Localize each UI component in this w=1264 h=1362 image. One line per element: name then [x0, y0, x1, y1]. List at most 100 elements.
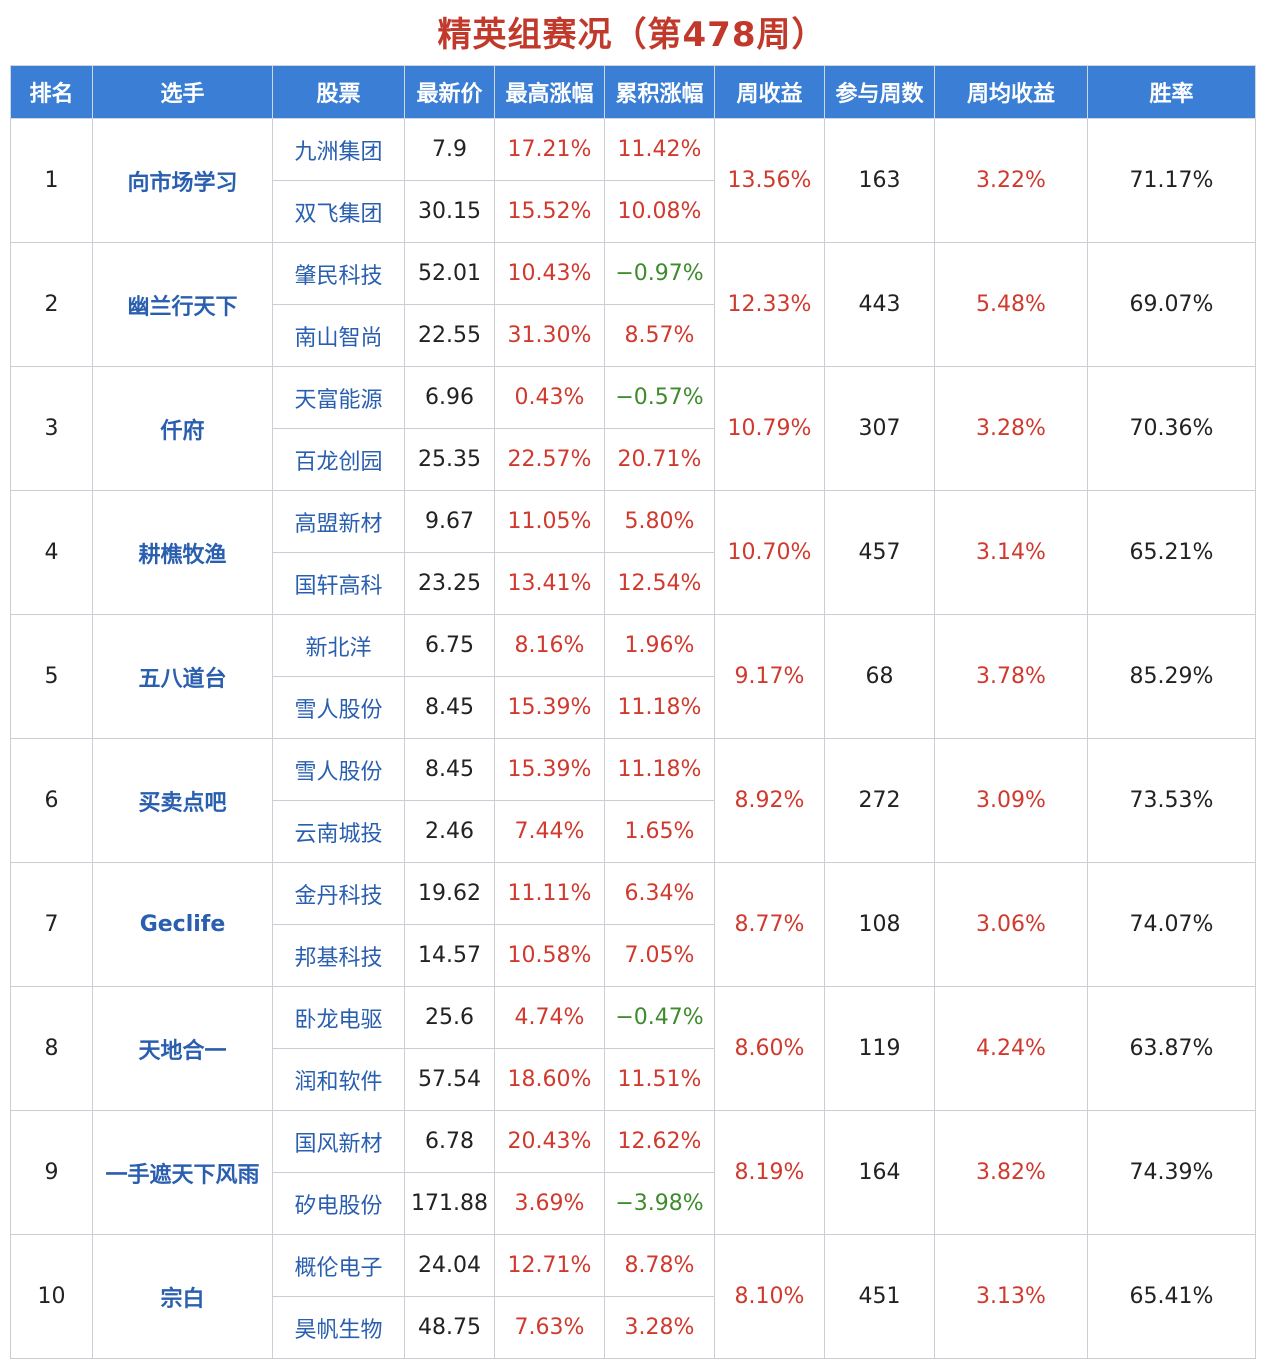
player-link[interactable]: 一手遮天下风雨: [92, 1110, 273, 1235]
win-rate-cell: 65.41%: [1087, 1234, 1256, 1359]
player-link[interactable]: Geclife: [92, 862, 273, 987]
price-cell: 2.46: [404, 800, 495, 863]
win-rate-cell: 69.07%: [1087, 242, 1256, 367]
stock-link[interactable]: 天富能源: [272, 366, 405, 429]
stock-link[interactable]: 雪人股份: [272, 738, 405, 801]
avg-return-cell: 5.48%: [934, 242, 1088, 367]
table-row: 昊帆生物 48.75 7.63% 3.28%: [11, 1296, 1256, 1359]
stock-link[interactable]: 润和软件: [272, 1048, 405, 1111]
player-link[interactable]: 向市场学习: [92, 118, 273, 243]
table-row: 国轩高科 23.25 13.41% 12.54%: [11, 552, 1256, 615]
stock-link[interactable]: 雪人股份: [272, 676, 405, 739]
rank-cell: 9: [10, 1110, 93, 1235]
avg-return-cell: 3.22%: [934, 118, 1088, 243]
stock-link[interactable]: 百龙创园: [272, 428, 405, 491]
header-weeks: 参与周数: [824, 65, 935, 119]
rank-cell: 1: [10, 118, 93, 243]
cum-gain-cell: 20.71%: [604, 428, 715, 491]
cum-gain-cell: 11.42%: [604, 118, 715, 181]
win-rate-cell: 65.21%: [1087, 490, 1256, 615]
stock-link[interactable]: 卧龙电驱: [272, 986, 405, 1049]
price-cell: 19.62: [404, 862, 495, 925]
player-link[interactable]: 宗白: [92, 1234, 273, 1359]
max-gain-cell: 7.63%: [494, 1296, 605, 1359]
avg-return-cell: 3.06%: [934, 862, 1088, 987]
weeks-cell: 119: [824, 986, 935, 1111]
weeks-cell: 164: [824, 1110, 935, 1235]
win-rate-cell: 71.17%: [1087, 118, 1256, 243]
avg-return-cell: 3.09%: [934, 738, 1088, 863]
cum-gain-cell: 6.34%: [604, 862, 715, 925]
max-gain-cell: 15.39%: [494, 738, 605, 801]
avg-return-cell: 3.28%: [934, 366, 1088, 491]
max-gain-cell: 15.39%: [494, 676, 605, 739]
price-cell: 171.88: [404, 1172, 495, 1235]
price-cell: 8.45: [404, 676, 495, 739]
ranking-table: 排名 选手 股票 最新价 最高涨幅 累积涨幅 周收益 参与周数 周均收益 胜率 …: [10, 65, 1256, 1359]
stock-link[interactable]: 邦基科技: [272, 924, 405, 987]
weeks-cell: 451: [824, 1234, 935, 1359]
table-row: 5 五八道台 新北洋 6.75 8.16% 1.96% 9.17% 68 3.78% 85.29%: [10, 614, 1256, 739]
price-cell: 48.75: [404, 1296, 495, 1359]
rank-cell: 5: [10, 614, 93, 739]
cum-gain-cell: 7.05%: [604, 924, 715, 987]
stock-link[interactable]: 昊帆生物: [272, 1296, 405, 1359]
price-cell: 23.25: [404, 552, 495, 615]
cum-gain-cell: 5.80%: [604, 490, 715, 553]
weekly-return-cell: 8.10%: [714, 1234, 825, 1359]
player-link[interactable]: 五八道台: [92, 614, 273, 739]
weeks-cell: 457: [824, 490, 935, 615]
stock-link[interactable]: 云南城投: [272, 800, 405, 863]
price-cell: 7.9: [404, 118, 495, 181]
player-link[interactable]: 耕樵牧渔: [92, 490, 273, 615]
cum-gain-cell: −3.98%: [604, 1172, 715, 1235]
stock-link[interactable]: 矽电股份: [272, 1172, 405, 1235]
player-link[interactable]: 仟府: [92, 366, 273, 491]
table-row: 3 仟府 天富能源 6.96 0.43% −0.57% 10.79% 307 3.28% 70.3…: [10, 366, 1256, 491]
max-gain-cell: 18.60%: [494, 1048, 605, 1111]
table-row: 雪人股份 8.45 15.39% 11.18%: [11, 676, 1256, 739]
weekly-return-cell: 8.77%: [714, 862, 825, 987]
stock-link[interactable]: 南山智尚: [272, 304, 405, 367]
stock-link[interactable]: 概伦电子: [272, 1234, 405, 1297]
player-link[interactable]: 买卖点吧: [92, 738, 273, 863]
table-row: 百龙创园 25.35 22.57% 20.71%: [11, 428, 1256, 491]
win-rate-cell: 85.29%: [1087, 614, 1256, 739]
header-cum-gain: 累积涨幅: [604, 65, 715, 119]
stock-link[interactable]: 新北洋: [272, 614, 405, 677]
price-cell: 30.15: [404, 180, 495, 243]
price-cell: 9.67: [404, 490, 495, 553]
cum-gain-cell: 8.78%: [604, 1234, 715, 1297]
cum-gain-cell: 11.51%: [604, 1048, 715, 1111]
avg-return-cell: 3.78%: [934, 614, 1088, 739]
stock-link[interactable]: 肇民科技: [272, 242, 405, 305]
cum-gain-cell: 11.18%: [604, 676, 715, 739]
player-link[interactable]: 幽兰行天下: [92, 242, 273, 367]
table-row: 矽电股份 171.88 3.69% −3.98%: [11, 1172, 1256, 1235]
stock-link[interactable]: 九洲集团: [272, 118, 405, 181]
max-gain-cell: 11.05%: [494, 490, 605, 553]
header-avg-return: 周均收益: [934, 65, 1088, 119]
win-rate-cell: 74.39%: [1087, 1110, 1256, 1235]
weekly-return-cell: 8.60%: [714, 986, 825, 1111]
stock-link[interactable]: 金丹科技: [272, 862, 405, 925]
header-player: 选手: [92, 65, 273, 119]
price-cell: 24.04: [404, 1234, 495, 1297]
table-body: 1 向市场学习 九洲集团 7.9 17.21% 11.42% 13.56% 163 3.22% 7…: [10, 118, 1256, 1359]
header-rank: 排名: [10, 65, 93, 119]
price-cell: 22.55: [404, 304, 495, 367]
weeks-cell: 163: [824, 118, 935, 243]
player-link[interactable]: 天地合一: [92, 986, 273, 1111]
stock-link[interactable]: 双飞集团: [272, 180, 405, 243]
weeks-cell: 272: [824, 738, 935, 863]
weeks-cell: 443: [824, 242, 935, 367]
weekly-return-cell: 8.19%: [714, 1110, 825, 1235]
stock-link[interactable]: 国轩高科: [272, 552, 405, 615]
avg-return-cell: 3.14%: [934, 490, 1088, 615]
stock-link[interactable]: 高盟新材: [272, 490, 405, 553]
rank-cell: 6: [10, 738, 93, 863]
header-row: 排名 选手 股票 最新价 最高涨幅 累积涨幅 周收益 参与周数 周均收益 胜率: [10, 65, 1256, 119]
header-stock: 股票: [272, 65, 405, 119]
stock-link[interactable]: 国风新材: [272, 1110, 405, 1173]
max-gain-cell: 15.52%: [494, 180, 605, 243]
